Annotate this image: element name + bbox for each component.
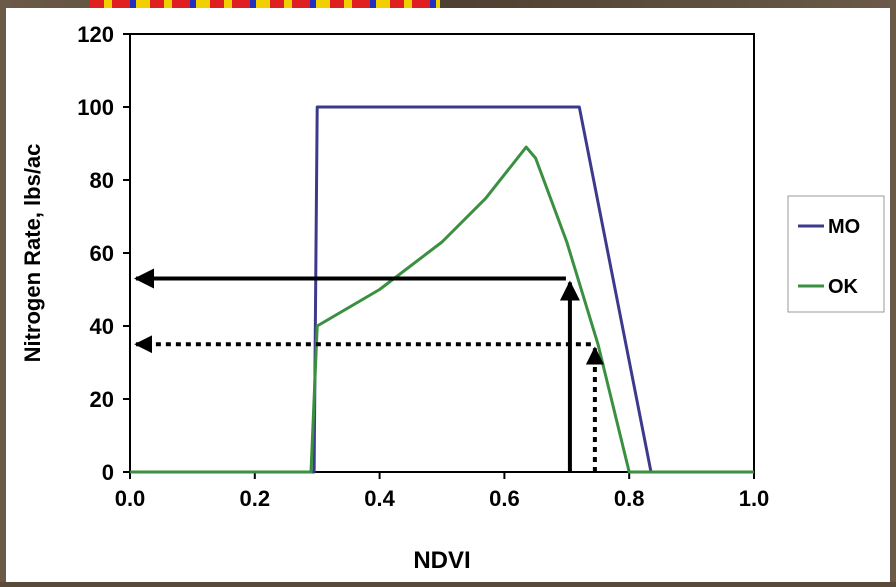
- x-tick-label: 0.8: [614, 486, 645, 511]
- x-tick-label: 0.0: [115, 486, 146, 511]
- y-tick-label: 40: [90, 314, 114, 339]
- y-tick-label: 20: [90, 387, 114, 412]
- y-tick-label: 120: [77, 22, 114, 47]
- y-tick-label: 60: [90, 241, 114, 266]
- x-tick-label: 1.0: [739, 486, 770, 511]
- y-tick-label: 0: [102, 460, 114, 485]
- legend-box: [787, 195, 885, 313]
- decorative-strip: [90, 0, 440, 8]
- y-axis-label: Nitrogen Rate, lbs/ac: [20, 144, 45, 363]
- nitrogen-rate-chart: 0.0 0.2 0.4 0.6 0.8 1.0 0 20 40 60 80 100 120 NDVI N…: [20, 22, 885, 574]
- y-tick-label: 100: [77, 95, 114, 120]
- x-axis-label: NDVI: [413, 547, 470, 574]
- x-tick-label: 0.4: [364, 486, 395, 511]
- y-tick-label: 80: [90, 168, 114, 193]
- series-line-ok: [130, 145, 754, 474]
- slide: 0.0 0.2 0.4 0.6 0.8 1.0 0 20 40 60 80 100 120 NDVI N…: [6, 8, 890, 582]
- legend-label-mo: MO: [828, 216, 860, 238]
- x-tick-label: 0.2: [240, 486, 271, 511]
- legend: MO OK: [787, 195, 885, 313]
- legend-label-ok: OK: [828, 276, 859, 298]
- x-tick-label: 0.6: [489, 486, 520, 511]
- plot-area: [129, 33, 755, 473]
